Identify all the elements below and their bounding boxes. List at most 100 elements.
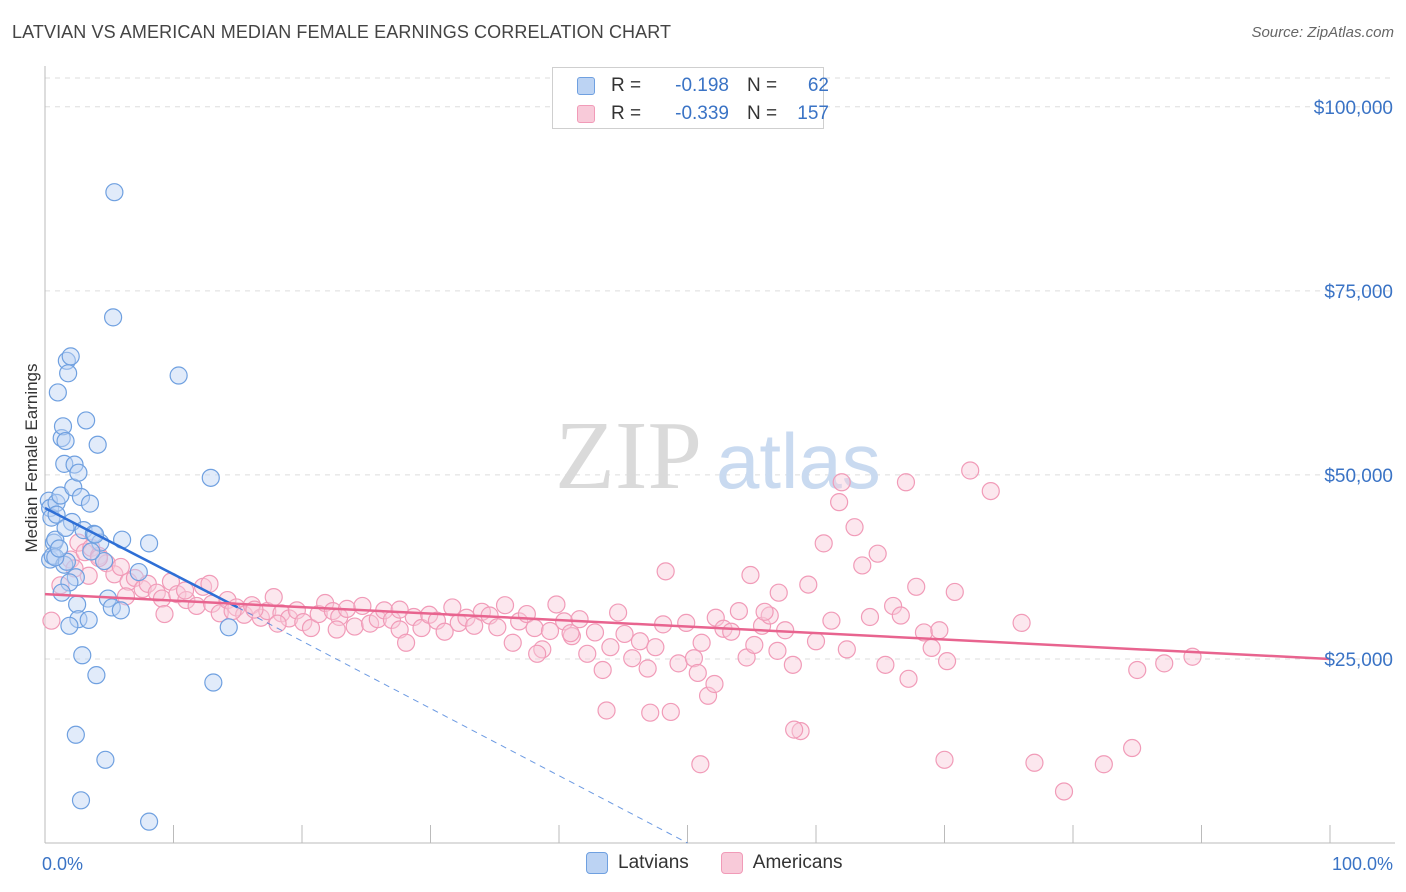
american-point [570, 610, 589, 629]
american-point [1094, 755, 1113, 774]
american-point [729, 601, 749, 621]
american-point [914, 623, 934, 642]
american-point [656, 562, 675, 581]
american-point [981, 482, 1000, 501]
american-point [669, 654, 688, 673]
latvian-point [71, 791, 91, 810]
y-tick-label: $25,000 [1324, 650, 1393, 671]
legend-n-value: 157 [797, 103, 829, 124]
american-point [688, 663, 707, 683]
american-point [883, 596, 903, 616]
american-point [561, 624, 580, 643]
american-point [593, 660, 612, 680]
latvian-point [105, 183, 124, 202]
correlation-legend: R = -0.198 N = 62 R = -0.339 N = 157 [552, 67, 829, 129]
legend-r-value: -0.339 [675, 103, 729, 124]
latvian-point [48, 383, 67, 402]
american-point [396, 633, 416, 652]
legend-label-americans: Americans [752, 852, 843, 873]
latvian-point [50, 539, 69, 558]
american-point [745, 635, 764, 655]
american-point [1025, 753, 1044, 772]
x-tick-label: 100.0% [1332, 854, 1393, 874]
american-point [837, 640, 856, 659]
tick-labels: $25,000 $50,000 $75,000 $100,000 0.0% 100.0% [42, 98, 1393, 874]
latvian-point [82, 542, 101, 561]
american-point [822, 611, 841, 630]
latvian-point [59, 364, 78, 383]
american-point [585, 623, 605, 642]
american-point [525, 618, 544, 638]
latvian-point [51, 486, 70, 505]
american-point [1123, 738, 1142, 758]
latvian-point [71, 487, 91, 507]
american-point [692, 633, 711, 652]
american-point [638, 659, 657, 678]
american-point [755, 602, 774, 621]
latvian-point [69, 463, 88, 482]
x-tick-label: 0.0% [42, 854, 83, 874]
latvian-point [60, 616, 79, 635]
legend-swatch-americans [577, 105, 595, 123]
y-tick-label: $50,000 [1324, 466, 1393, 487]
american-point [853, 556, 872, 575]
latvian-point [66, 725, 85, 744]
watermark-zip: ZIP [555, 402, 702, 510]
legend-label-latvians: Latvians [618, 852, 689, 873]
latvian-point [56, 431, 75, 451]
american-point [646, 638, 665, 657]
series-legend: Latvians Americans [586, 852, 875, 874]
legend-row-latvians: R = -0.198 N = 62 [577, 74, 829, 98]
american-point [899, 669, 918, 688]
latvian-point [96, 750, 115, 769]
legend-item-latvians: Latvians [586, 852, 689, 874]
legend-n-label: N = [747, 75, 778, 96]
latvian-point [46, 530, 65, 549]
american-point [147, 583, 166, 602]
legend-n-label: N = [747, 103, 778, 124]
american-point [814, 534, 833, 553]
american-point [528, 644, 547, 663]
american-point [891, 606, 910, 625]
american-point [922, 638, 941, 658]
american-point [345, 617, 364, 636]
american-point [609, 603, 628, 622]
latvians-points [39, 183, 238, 831]
american-point [495, 596, 515, 615]
latvian-point [104, 308, 123, 327]
american-point [175, 581, 195, 600]
american-point [597, 701, 616, 720]
y-tick-label: $100,000 [1314, 98, 1393, 119]
latvian-point [46, 548, 65, 567]
american-point [133, 579, 152, 599]
american-point [503, 633, 522, 652]
legend-swatch-latvians [577, 77, 595, 95]
latvian-point [61, 347, 80, 366]
watermark: ZIP atlas [555, 402, 881, 510]
latvian-point [77, 411, 96, 430]
latvian-point [129, 562, 148, 582]
american-point [1128, 660, 1147, 680]
latvian-point [79, 610, 98, 630]
american-point [705, 674, 724, 694]
american-point [907, 577, 926, 596]
american-point [935, 750, 954, 769]
american-point [691, 755, 710, 774]
american-point [698, 686, 718, 705]
legend-r-label: R = [611, 103, 642, 124]
legend-row-americans: R = -0.339 N = 157 [577, 102, 829, 126]
american-point [601, 638, 620, 657]
legend-swatch-latvians [586, 852, 608, 874]
latvian-point [80, 494, 100, 513]
american-point [111, 557, 130, 577]
american-point [1054, 782, 1074, 801]
latvian-point [87, 666, 106, 685]
american-point [661, 702, 680, 722]
american-point [268, 614, 287, 633]
latvian-point [204, 673, 223, 692]
american-point [547, 595, 566, 614]
latvian-point [111, 601, 130, 620]
american-point [741, 565, 760, 585]
american-point [390, 600, 409, 619]
